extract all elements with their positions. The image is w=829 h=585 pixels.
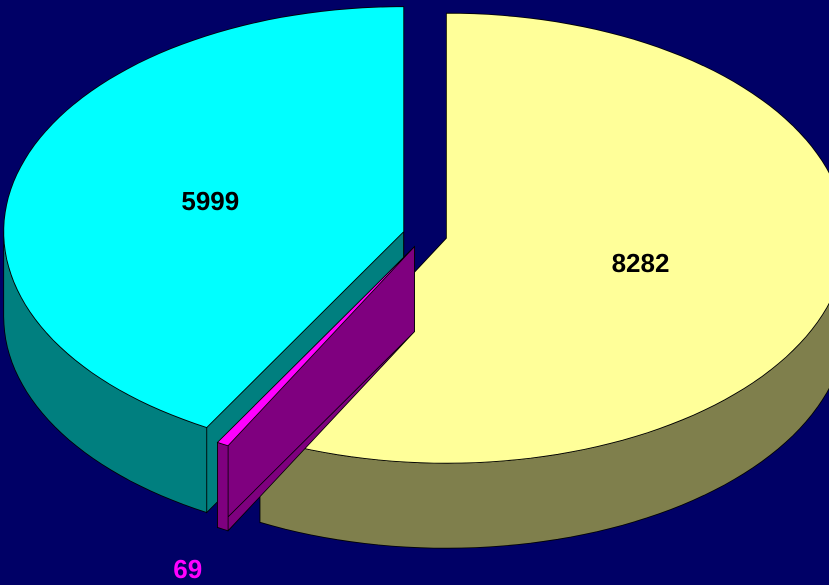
data-label: 5999 [181,186,239,216]
slice [216,246,415,447]
slice [259,12,829,464]
slice-wall [217,441,229,532]
data-label: 8282 [612,248,670,278]
slice [3,6,405,428]
data-label: 69 [173,554,202,584]
